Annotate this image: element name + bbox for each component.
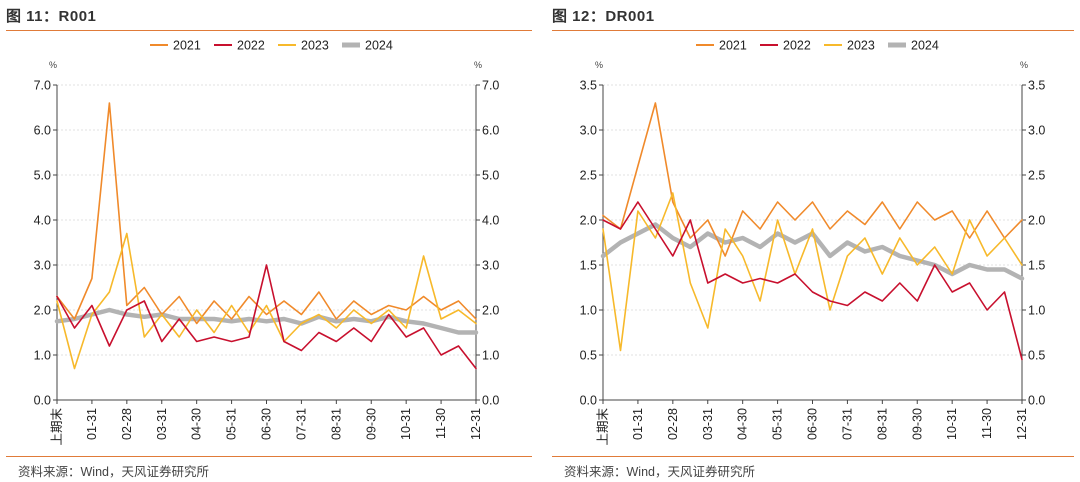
x-tick-label: 08-31 — [875, 408, 889, 440]
legend-label-2021: 2021 — [173, 39, 201, 53]
legend-label-2023: 2023 — [301, 39, 329, 53]
y-tick-label-right: 0.0 — [1028, 394, 1045, 408]
y-tick-label-left: 1.0 — [580, 304, 597, 318]
x-tick-label: 05-31 — [225, 408, 239, 440]
y-tick-label-right: 3.0 — [1028, 124, 1045, 138]
y-unit-left: % — [49, 60, 57, 70]
legend-label-2023: 2023 — [847, 39, 875, 53]
title-divider — [552, 30, 1074, 31]
y-unit-left: % — [595, 60, 603, 70]
x-tick-label: 06-30 — [806, 408, 820, 440]
legend-label-2024: 2024 — [911, 39, 939, 53]
y-tick-label-left: 0.0 — [580, 394, 597, 408]
x-tick-label: 07-31 — [840, 408, 854, 440]
y-tick-label-right: 1.0 — [1028, 304, 1045, 318]
y-tick-label-right: 0.0 — [482, 394, 499, 408]
legend-label-2024: 2024 — [365, 39, 393, 53]
series-line-2023 — [56, 232, 477, 370]
y-tick-label-left: 1.0 — [34, 349, 51, 363]
y-tick-label-left: 5.0 — [34, 169, 51, 183]
x-tick-label: 04-30 — [190, 408, 204, 440]
x-tick-label: 11-30 — [434, 408, 448, 439]
y-tick-label-right: 5.0 — [482, 169, 499, 183]
y-tick-label-right: 7.0 — [482, 79, 499, 93]
y-tick-label-right: 2.5 — [1028, 169, 1045, 183]
y-tick-label-right: 3.0 — [482, 259, 499, 273]
y-tick-label-left: 2.0 — [580, 214, 597, 228]
y-unit-right: % — [474, 60, 482, 70]
y-tick-label-left: 4.0 — [34, 214, 51, 228]
x-tick-label: 01-31 — [631, 408, 645, 440]
series-line-2022 — [602, 201, 1023, 361]
source-divider — [552, 456, 1074, 457]
x-tick-label: 11-30 — [980, 408, 994, 439]
y-tick-label-right: 1.5 — [1028, 259, 1045, 273]
x-tick-label: 04-30 — [736, 408, 750, 440]
source-divider — [6, 456, 532, 457]
legend-label-2022: 2022 — [237, 39, 265, 53]
y-tick-label-left: 2.0 — [34, 304, 51, 318]
y-tick-label-right: 4.0 — [482, 214, 499, 228]
y-tick-label-left: 3.0 — [34, 259, 51, 273]
title-divider — [6, 30, 532, 31]
legend: 2021 2022 2023 2024 — [696, 39, 939, 53]
y-tick-label-right: 1.0 — [482, 349, 499, 363]
y-tick-label-right: 2.0 — [482, 304, 499, 318]
chart-title: 图 12：DR001 — [552, 8, 655, 25]
chart-dr001: 2021 2022 2023 2024% % 0.0 0.0 0.5 0.5 1.0 1.0 1.5 1… — [580, 39, 1046, 446]
x-tick-label: 09-30 — [910, 408, 924, 440]
y-tick-label-left: 6.0 — [34, 124, 51, 138]
y-tick-label-right: 6.0 — [482, 124, 499, 138]
series-line-2021 — [602, 102, 1023, 257]
x-tick-label: 02-28 — [120, 408, 134, 440]
y-tick-label-left: 3.0 — [580, 124, 597, 138]
x-tick-label: 02-28 — [666, 408, 680, 440]
x-tick-label: 09-30 — [364, 408, 378, 440]
source-note: 资料来源：Wind，天风证券研究所 — [564, 465, 755, 479]
y-tick-label-right: 3.5 — [1028, 79, 1045, 93]
legend-label-2022: 2022 — [783, 39, 811, 53]
series-line-2024 — [54, 307, 479, 335]
y-unit-right: % — [1020, 60, 1028, 70]
series-line-2021 — [56, 102, 477, 325]
source-note: 资料来源：Wind，天风证券研究所 — [18, 465, 209, 479]
x-tick-label: 10-31 — [399, 408, 413, 440]
series-line-2023 — [602, 192, 1023, 352]
y-tick-label-right: 0.5 — [1028, 349, 1045, 363]
x-tick-label: 12-31 — [1015, 408, 1029, 440]
y-tick-label-left: 2.5 — [580, 169, 597, 183]
y-tick-label-right: 2.0 — [1028, 214, 1045, 228]
chart-r001: 2021 2022 2023 2024% % 0.0 0.0 1.0 1.0 2.0 2.0 3.0 3… — [34, 39, 500, 446]
chart-title: 图 11：R001 — [6, 8, 97, 25]
x-tick-label: 08-31 — [329, 408, 343, 440]
x-tick-label: 03-31 — [701, 408, 715, 440]
x-tick-label: 06-30 — [260, 408, 274, 440]
x-tick-label: 10-31 — [945, 408, 959, 440]
x-tick-label: 12-31 — [469, 408, 483, 440]
series-line-2022 — [56, 264, 477, 370]
x-tick-label: 上期末 — [50, 408, 64, 446]
legend-label-2021: 2021 — [719, 39, 747, 53]
x-tick-label: 03-31 — [155, 408, 169, 440]
y-tick-label-left: 7.0 — [34, 79, 51, 93]
y-tick-label-left: 1.5 — [580, 259, 597, 273]
x-tick-label: 上期末 — [596, 408, 610, 446]
chart-panel-r001: 图 11：R001 2021 2022 2023 2024%% 0.0 0.0 1.0 1.0… — [0, 0, 538, 482]
y-tick-label-left: 0.0 — [34, 394, 51, 408]
y-tick-label-left: 3.5 — [580, 79, 597, 93]
x-tick-label: 07-31 — [294, 408, 308, 440]
y-tick-label-left: 0.5 — [580, 349, 597, 363]
chart-panel-dr001: 图 12：DR001 2021 2022 2023 2024%% 0.0 0.0 0.5 0.… — [546, 0, 1080, 482]
legend: 2021 2022 2023 2024 — [150, 39, 393, 53]
x-tick-label: 05-31 — [771, 408, 785, 440]
x-tick-label: 01-31 — [85, 408, 99, 440]
